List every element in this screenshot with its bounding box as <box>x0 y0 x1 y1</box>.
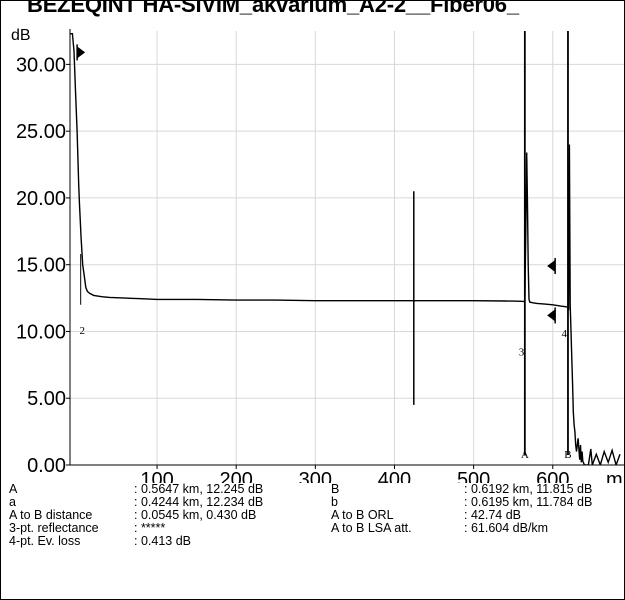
otdr-trace-chart: 0.00 5.00 10.00 15.00 20.00 25.00 30.00 100 200 3… <box>11 27 624 483</box>
cursor-flag-upper-icon <box>547 258 556 275</box>
info-row: 3-pt. reflectance : ***** A to B LSA att… <box>1 521 624 535</box>
info-value-b: : 0.6192 km, 11.815 dB <box>464 482 593 496</box>
cursor-label-b: B <box>564 449 571 461</box>
info-label-ab-orl: A to B ORL <box>331 508 394 522</box>
y-tick-label: 10.00 <box>16 321 66 343</box>
x-tick-label: 200 <box>220 469 253 483</box>
cursor-flag-lower-icon <box>547 307 556 324</box>
info-label-ab-distance: A to B distance <box>9 508 93 522</box>
event-marker-2: 2 <box>79 325 85 337</box>
info-row: A to B distance : 0.0545 km, 0.430 dB A … <box>1 508 624 522</box>
x-tick-label: 100 <box>140 469 173 483</box>
info-label-lsa-att: A to B LSA att. <box>331 521 412 535</box>
info-label-b-small: b <box>331 495 338 509</box>
y-axis-unit-label: dB <box>11 27 31 44</box>
x-tick-label: 300 <box>299 469 332 483</box>
measurement-panel: A : 0.5647 km, 12.245 dB B : 0.6192 km, … <box>1 482 624 593</box>
info-value-ab-distance: : 0.0545 km, 0.430 dB <box>134 508 257 522</box>
event-marker-3: 3 <box>519 346 525 358</box>
info-value-a-small: : 0.4244 km, 12.234 dB <box>134 495 264 509</box>
event-marker-4: 4 <box>561 328 567 340</box>
y-tick-label: 15.00 <box>16 255 66 277</box>
otdr-trace-line <box>70 33 621 465</box>
info-value-ab-orl: : 42.74 dB <box>464 508 521 522</box>
info-value-a: : 0.5647 km, 12.245 dB <box>134 482 264 496</box>
y-tick-label: 25.00 <box>16 121 66 143</box>
y-tick-label: 5.00 <box>27 388 66 410</box>
info-row: A : 0.5647 km, 12.245 dB B : 0.6192 km, … <box>1 482 624 496</box>
x-axis-unit-label: m <box>606 469 623 483</box>
y-tick-label: 30.00 <box>16 54 66 76</box>
cursor-label-a: A <box>521 449 529 461</box>
info-value-ev-loss: : 0.413 dB <box>134 534 191 548</box>
tick-layer: 0.00 5.00 10.00 15.00 20.00 25.00 30.00 100 200 3… <box>11 27 624 483</box>
info-label-b: B <box>331 482 340 496</box>
info-label-a: A <box>9 482 18 496</box>
info-label-reflectance: 3-pt. reflectance <box>9 521 99 535</box>
info-value-b-small: : 0.6195 km, 11.784 dB <box>464 495 593 509</box>
y-tick-label: 20.00 <box>16 188 66 210</box>
trace-title: BEZEQINT HA-SIVIM_akvarium_A2-2__Fiber06… <box>27 0 519 17</box>
trace-layer <box>70 33 621 465</box>
x-tick-label: 500 <box>457 469 490 483</box>
x-tick-label: 600 <box>536 469 569 483</box>
overlay-layer: A B 2 3 4 <box>76 31 572 461</box>
cursor-flag-upper-icon-head <box>547 260 556 273</box>
start-flag-icon-head <box>77 46 86 59</box>
info-value-lsa-att: : 61.604 dB/km <box>464 521 549 535</box>
cursor-flag-lower-icon-head <box>547 309 556 322</box>
info-row: a : 0.4244 km, 12.234 dB b : 0.6195 km, … <box>1 495 624 509</box>
y-tick-label: 0.00 <box>27 455 66 477</box>
info-value-reflectance: : ***** <box>134 521 166 535</box>
grid-layer <box>70 31 624 465</box>
info-label-a-small: a <box>9 495 16 509</box>
info-label-ev-loss: 4-pt. Ev. loss <box>9 534 81 548</box>
x-tick-label: 400 <box>378 469 411 483</box>
start-flag-icon <box>76 44 86 61</box>
info-row: 4-pt. Ev. loss : 0.413 dB <box>1 534 624 548</box>
